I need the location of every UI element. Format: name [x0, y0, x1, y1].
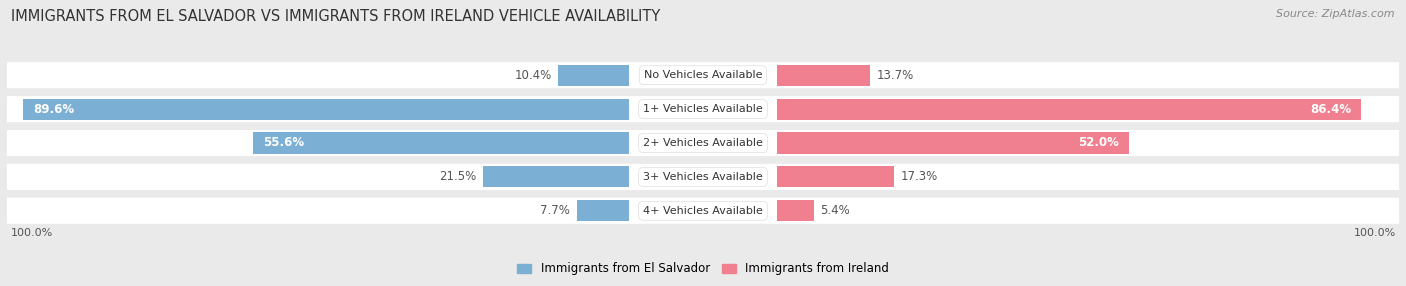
FancyBboxPatch shape	[7, 96, 1399, 122]
Text: 17.3%: 17.3%	[901, 170, 938, 183]
FancyBboxPatch shape	[7, 198, 1399, 224]
Text: 52.0%: 52.0%	[1077, 136, 1119, 150]
Text: 10.4%: 10.4%	[515, 69, 551, 82]
Text: 21.5%: 21.5%	[440, 170, 477, 183]
Legend: Immigrants from El Salvador, Immigrants from Ireland: Immigrants from El Salvador, Immigrants …	[512, 257, 894, 280]
Text: 2+ Vehicles Available: 2+ Vehicles Available	[643, 138, 763, 148]
FancyBboxPatch shape	[7, 62, 1399, 88]
Text: IMMIGRANTS FROM EL SALVADOR VS IMMIGRANTS FROM IRELAND VEHICLE AVAILABILITY: IMMIGRANTS FROM EL SALVADOR VS IMMIGRANT…	[11, 9, 661, 23]
Bar	[576, 200, 628, 221]
Text: 13.7%: 13.7%	[877, 69, 914, 82]
Bar	[778, 166, 894, 187]
Bar	[778, 132, 1129, 154]
Bar	[253, 132, 628, 154]
Text: 100.0%: 100.0%	[1354, 228, 1396, 238]
Text: Source: ZipAtlas.com: Source: ZipAtlas.com	[1277, 9, 1395, 19]
Text: No Vehicles Available: No Vehicles Available	[644, 70, 762, 80]
Bar	[778, 200, 814, 221]
Bar	[778, 99, 1361, 120]
Text: 55.6%: 55.6%	[263, 136, 304, 150]
Text: 1+ Vehicles Available: 1+ Vehicles Available	[643, 104, 763, 114]
Bar	[778, 65, 870, 86]
Text: 7.7%: 7.7%	[540, 204, 569, 217]
Text: 86.4%: 86.4%	[1310, 103, 1351, 116]
FancyBboxPatch shape	[7, 164, 1399, 190]
Text: 5.4%: 5.4%	[821, 204, 851, 217]
FancyBboxPatch shape	[7, 130, 1399, 156]
Text: 100.0%: 100.0%	[10, 228, 52, 238]
Text: 3+ Vehicles Available: 3+ Vehicles Available	[643, 172, 763, 182]
Bar	[558, 65, 628, 86]
Text: 4+ Vehicles Available: 4+ Vehicles Available	[643, 206, 763, 216]
Text: 89.6%: 89.6%	[34, 103, 75, 116]
Bar	[484, 166, 628, 187]
Bar	[24, 99, 628, 120]
